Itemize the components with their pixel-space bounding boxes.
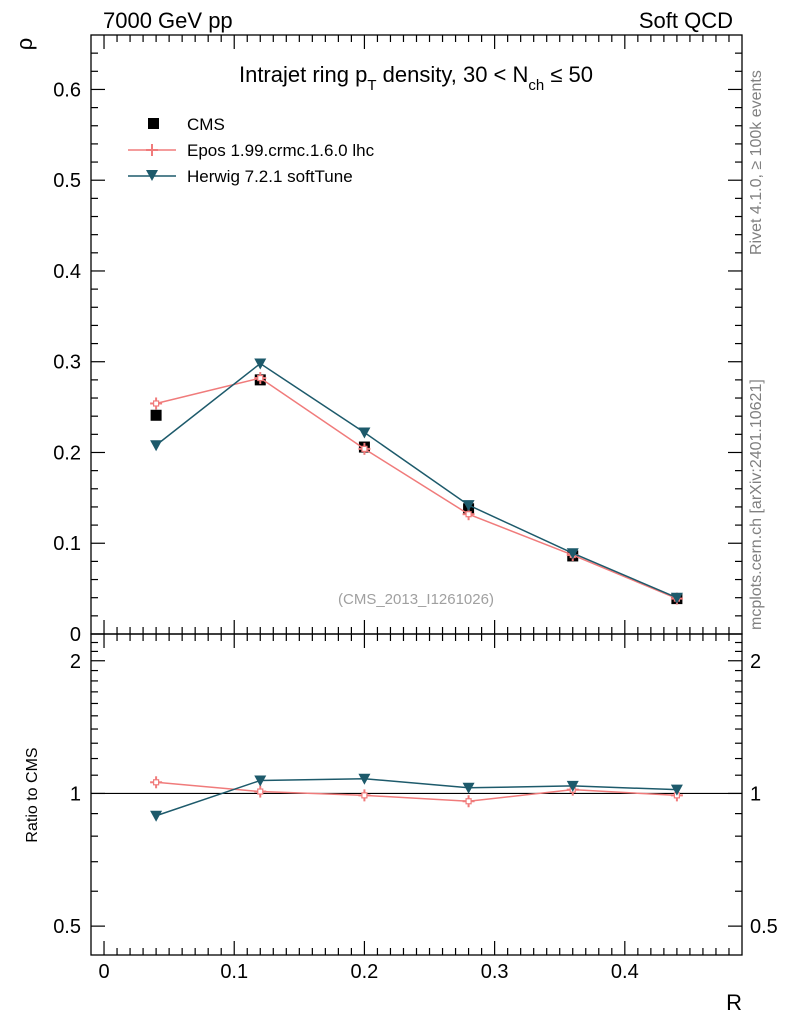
ratio-epos-point-core xyxy=(465,798,472,805)
title-sub-t: T xyxy=(367,77,376,94)
ratio-epos-line xyxy=(156,781,677,803)
main-epos-point xyxy=(150,397,163,410)
main-y-tick-label: 0.4 xyxy=(53,261,81,283)
ratio-herwig-point xyxy=(150,810,163,822)
x-tick-label: 0.1 xyxy=(220,961,248,983)
main-epos-point-core xyxy=(465,511,472,518)
x-axis-label: R xyxy=(726,990,742,1015)
ratio-y-tick-label-right: 2 xyxy=(750,651,761,673)
legend-label-herwig: Herwig 7.2.1 softTune xyxy=(187,167,353,186)
ratio-epos-point-core xyxy=(153,779,160,786)
main-herwig-point xyxy=(670,592,683,604)
ratio-herwig-point xyxy=(670,784,683,796)
ratio-frame xyxy=(90,633,743,956)
analysis-watermark: (CMS_2013_I1261026) xyxy=(338,591,494,608)
main-cms-point xyxy=(150,409,162,421)
ratio-y-tick-label-right: 1 xyxy=(750,783,761,805)
main-y-tick-label: 0.1 xyxy=(53,533,81,555)
ratio-herwig-point xyxy=(462,782,475,794)
chart-title: Intrajet ring pT density, 30 < Nch ≤ 50 xyxy=(239,62,593,94)
main-herwig-point xyxy=(566,548,579,560)
legend-marker-epos xyxy=(146,144,158,156)
main-epos-point xyxy=(358,442,371,455)
ratio-y-tick-label-right: 0.5 xyxy=(750,916,778,938)
main-herwig-point xyxy=(462,500,475,512)
ratio-y-tick-label: 1 xyxy=(70,783,81,805)
main-herwig-point xyxy=(358,427,371,439)
ratio-epos-point xyxy=(462,795,475,808)
ratio-panel: 0 0.1 0.2 0.3 0.4 0.5 0.5 1 1 2 2 xyxy=(53,633,778,983)
main-y-tick-label: 0.2 xyxy=(53,442,81,464)
main-epos-point-core xyxy=(153,400,160,407)
main-y-tick-label: 0.5 xyxy=(53,170,81,192)
header-left: 7000 GeV pp xyxy=(103,8,233,33)
ratio-herwig-point xyxy=(358,773,371,785)
title-suffix: ≤ 50 xyxy=(544,62,593,87)
ratio-y-tick-label: 0.5 xyxy=(53,916,81,938)
main-epos-point xyxy=(254,372,267,385)
main-panel: 0 0.1 0.2 0.3 0.4 0.5 0.6 xyxy=(53,34,743,646)
x-tick-label: 0.2 xyxy=(351,961,379,983)
legend-marker-herwig xyxy=(146,170,158,181)
main-epos-line xyxy=(155,377,678,600)
ratio-herwig-line xyxy=(155,777,677,817)
ratio-epos-point xyxy=(358,789,371,802)
ratio-epos-point xyxy=(150,776,163,789)
title-sub-ch: ch xyxy=(528,77,544,94)
main-herwig-point xyxy=(150,440,163,452)
ratio-herwig-point xyxy=(254,775,267,787)
ratio-epos-point xyxy=(254,785,267,798)
main-y-tick-label: 0 xyxy=(70,624,81,646)
ratio-herwig-point xyxy=(566,780,579,792)
title-middle: density, 30 < N xyxy=(377,62,529,87)
legend-marker-cms xyxy=(148,118,159,129)
ratio-epos-point-core xyxy=(257,788,264,795)
main-epos-point-core xyxy=(361,445,368,452)
x-tick-label: 0.4 xyxy=(611,961,639,983)
main-y-axis-label: ρ xyxy=(12,38,37,51)
main-herwig-point xyxy=(254,358,267,370)
title-prefix: Intrajet ring p xyxy=(239,62,367,87)
legend: CMS Epos 1.99.crmc.1.6.0 lhc Herwig 7.2.… xyxy=(128,115,375,186)
main-y-tick-label: 0.3 xyxy=(53,352,81,374)
mcplots-source-label: mcplots.cern.ch [arXiv:2401.10621] xyxy=(748,379,765,630)
legend-label-epos: Epos 1.99.crmc.1.6.0 lhc xyxy=(187,141,375,160)
x-tick-label: 0.3 xyxy=(481,961,509,983)
ratio-y-tick-label: 2 xyxy=(70,651,81,673)
rivet-version-label: Rivet 4.1.0, ≥ 100k events xyxy=(748,70,765,255)
ratio-y-axis-label: Ratio to CMS xyxy=(24,747,41,842)
legend-label-cms: CMS xyxy=(187,115,225,134)
main-y-tick-label: 0.6 xyxy=(53,79,81,101)
main-herwig-line xyxy=(155,362,678,599)
main-epos-point-core xyxy=(257,374,264,382)
x-tick-label: 0 xyxy=(98,961,109,983)
header-right: Soft QCD xyxy=(639,8,733,33)
ratio-epos-point-core xyxy=(361,792,368,799)
